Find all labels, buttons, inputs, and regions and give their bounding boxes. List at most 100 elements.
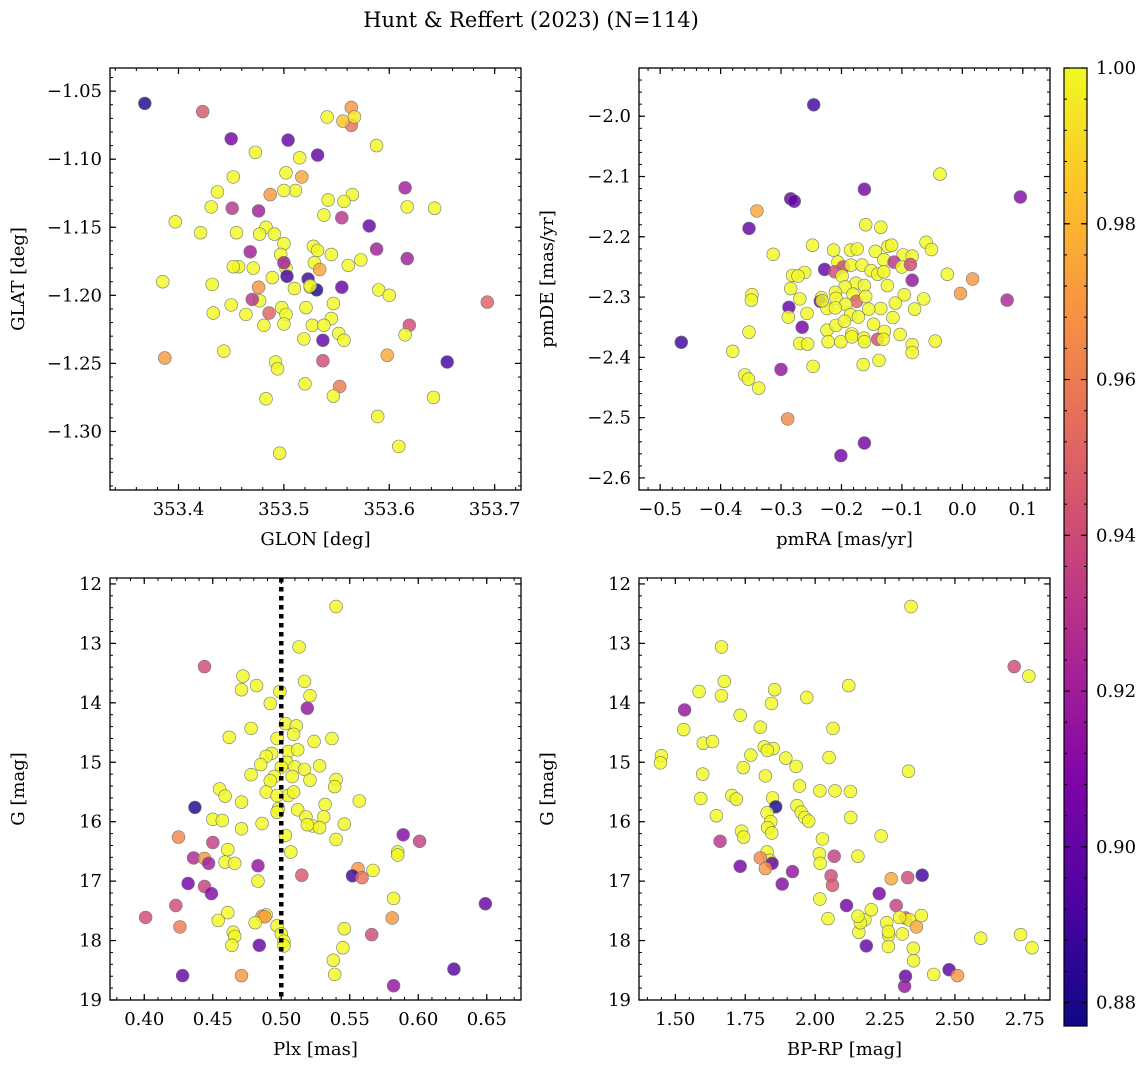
data-point [924, 242, 939, 257]
data-point [286, 727, 301, 741]
data-point [335, 211, 349, 225]
data-point [326, 953, 340, 967]
data-point [780, 412, 795, 426]
data-point [785, 864, 800, 879]
data-point [254, 757, 268, 772]
data-point [320, 110, 334, 124]
y-tick-label: 15 [608, 752, 631, 773]
colorbar-tick-label: 0.88 [1096, 993, 1136, 1014]
data-point [766, 247, 780, 262]
data-point [412, 834, 427, 848]
data-point [828, 301, 843, 315]
panel-plx-g: 0.40 0.45 0.50 0.55 0.60 0.65 12 13 14 15 16 17 18 19… [8, 574, 522, 1060]
data-point [257, 318, 271, 332]
data-point [316, 354, 330, 368]
y-tick-label: 17 [79, 871, 102, 892]
data-point [888, 296, 902, 310]
data-point [774, 362, 788, 377]
data-point [168, 215, 183, 229]
data-point [400, 200, 414, 214]
data-point [928, 334, 942, 348]
data-point [744, 293, 759, 307]
data-point [742, 221, 756, 236]
y-tick-label: 19 [608, 990, 631, 1011]
data-point [391, 848, 405, 862]
data-point [892, 910, 907, 925]
data-point [263, 773, 277, 788]
data-point [826, 243, 841, 257]
data-point [234, 682, 249, 697]
data-point [695, 767, 710, 781]
data-point [781, 310, 795, 324]
y-tick-label: 17 [608, 871, 631, 892]
data-point [239, 307, 253, 322]
data-point [677, 703, 692, 717]
y-tick-label: −2.1 [587, 167, 631, 188]
data-point [138, 910, 153, 925]
data-point [270, 362, 285, 376]
data-point [295, 170, 309, 184]
data-point [273, 446, 287, 460]
data-point [328, 967, 342, 982]
data-point [292, 640, 306, 654]
data-point [427, 201, 442, 215]
data-point [400, 251, 414, 266]
data-point [851, 310, 866, 324]
y-tick-label: −1.25 [47, 353, 102, 374]
y-tick-label: −2.2 [587, 227, 631, 248]
data-point [297, 332, 311, 346]
data-point [1000, 293, 1014, 307]
data-point [1013, 190, 1028, 204]
data-point [325, 731, 339, 746]
data-point [259, 392, 273, 406]
data-point [234, 822, 249, 836]
data-point [226, 260, 241, 274]
data-point [392, 439, 406, 454]
data-point [868, 244, 882, 259]
data-point [1007, 659, 1021, 674]
data-point [858, 289, 873, 304]
y-tick-label: 18 [608, 931, 631, 952]
scatter-points [138, 599, 493, 993]
data-point [851, 909, 865, 923]
data-point [303, 279, 317, 293]
data-point [337, 817, 351, 831]
data-point [764, 696, 779, 711]
data-point [741, 372, 756, 386]
data-point [284, 845, 298, 859]
data-point [337, 921, 351, 936]
data-point [813, 856, 827, 870]
data-point [169, 898, 183, 913]
data-point [265, 270, 279, 285]
x-tick-label: −0.1 [880, 499, 924, 520]
data-point [329, 832, 343, 847]
data-point [291, 743, 305, 757]
data-point [837, 314, 852, 328]
data-point [674, 335, 688, 349]
data-point [225, 201, 239, 215]
y-axis-label: pmDE [mas/yr] [537, 210, 558, 348]
colorbar-tick-label: 1.00 [1096, 58, 1136, 79]
data-point [965, 272, 980, 286]
data-point [783, 281, 798, 296]
data-point [299, 300, 313, 315]
data-point [224, 132, 238, 146]
colorbar-gradient [1064, 68, 1087, 1026]
data-point [866, 317, 881, 331]
data-point [277, 256, 291, 270]
data-point [280, 269, 294, 283]
data-point [326, 296, 341, 311]
data-point [821, 335, 835, 349]
data-point [874, 829, 888, 843]
data-point [263, 696, 277, 711]
y-tick-label: 16 [608, 812, 631, 833]
y-tick-label: −1.15 [47, 217, 102, 238]
data-point [295, 868, 309, 882]
data-point [386, 978, 401, 993]
x-tick-label: 2.25 [865, 1009, 905, 1030]
data-point [335, 280, 349, 294]
x-tick-label: 0.55 [330, 1009, 370, 1030]
data-point [881, 939, 896, 954]
data-point [243, 245, 257, 259]
